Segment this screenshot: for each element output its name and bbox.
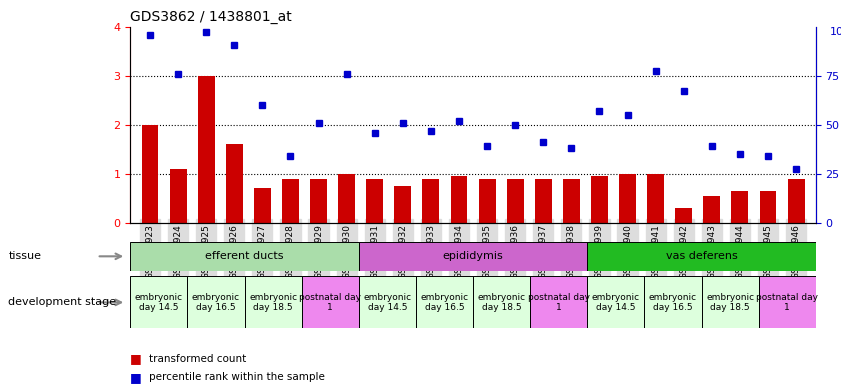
Bar [701, 276, 759, 328]
Bar [141, 125, 158, 223]
Text: postnatal day
1: postnatal day 1 [756, 293, 818, 312]
Bar [170, 169, 187, 223]
Text: embryonic
day 14.5: embryonic day 14.5 [363, 293, 411, 312]
Bar [302, 276, 359, 328]
Bar [226, 144, 243, 223]
Text: efferent ducts: efferent ducts [205, 251, 284, 262]
Bar [310, 179, 327, 223]
Text: embryonic
day 16.5: embryonic day 16.5 [420, 293, 468, 312]
Bar [644, 276, 701, 328]
Bar [563, 179, 579, 223]
Bar [675, 208, 692, 223]
Bar [422, 179, 439, 223]
Text: vas deferens: vas deferens [666, 251, 738, 262]
Text: embryonic
day 18.5: embryonic day 18.5 [249, 293, 297, 312]
Text: ■: ■ [130, 353, 142, 366]
Bar [394, 186, 411, 223]
Bar [759, 276, 816, 328]
Bar [619, 174, 636, 223]
Bar [367, 179, 383, 223]
Text: embryonic
day 18.5: embryonic day 18.5 [706, 293, 754, 312]
Bar [282, 179, 299, 223]
Bar [703, 196, 720, 223]
Bar [473, 276, 530, 328]
Bar [451, 176, 468, 223]
Text: ■: ■ [130, 371, 142, 384]
Bar [254, 189, 271, 223]
Bar [188, 276, 245, 328]
Text: postnatal day
1: postnatal day 1 [528, 293, 590, 312]
Bar [759, 191, 776, 223]
Text: embryonic
day 18.5: embryonic day 18.5 [478, 293, 526, 312]
Bar [416, 276, 473, 328]
Bar [507, 179, 524, 223]
Text: embryonic
day 14.5: embryonic day 14.5 [135, 293, 183, 312]
Text: embryonic
day 14.5: embryonic day 14.5 [592, 293, 640, 312]
Bar [338, 174, 355, 223]
Text: percentile rank within the sample: percentile rank within the sample [149, 372, 325, 382]
Bar [245, 276, 302, 328]
Bar [130, 276, 188, 328]
Bar [535, 179, 552, 223]
Bar [648, 174, 664, 223]
Bar [587, 276, 644, 328]
Text: tissue: tissue [8, 251, 41, 262]
Text: embryonic
day 16.5: embryonic day 16.5 [192, 293, 240, 312]
Bar [479, 179, 495, 223]
Bar [788, 179, 805, 223]
Text: GDS3862 / 1438801_at: GDS3862 / 1438801_at [130, 10, 292, 25]
Text: development stage: development stage [8, 297, 117, 308]
Bar [359, 276, 416, 328]
Text: epididymis: epididymis [442, 251, 504, 262]
Bar [530, 276, 587, 328]
Text: embryonic
day 16.5: embryonic day 16.5 [649, 293, 697, 312]
Bar [591, 176, 608, 223]
Bar [359, 242, 587, 271]
Bar [130, 242, 359, 271]
Bar [587, 242, 816, 271]
Text: 100%: 100% [829, 27, 841, 37]
Text: transformed count: transformed count [149, 354, 246, 364]
Bar [732, 191, 748, 223]
Bar [198, 76, 214, 223]
Text: postnatal day
1: postnatal day 1 [299, 293, 362, 312]
